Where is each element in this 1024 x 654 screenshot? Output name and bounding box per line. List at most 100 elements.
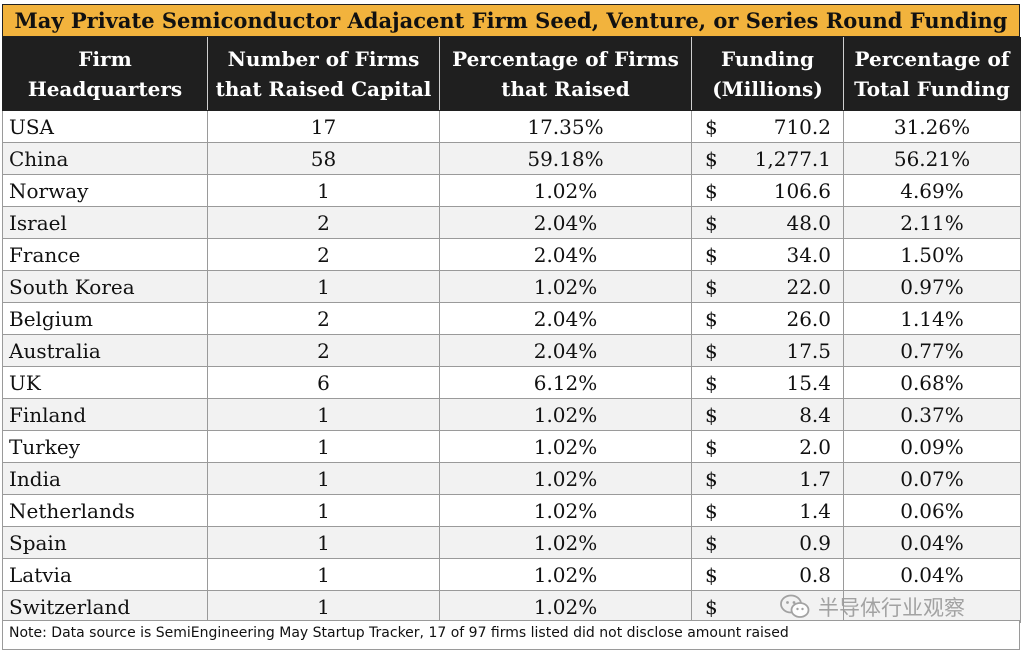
cell-funding: $0.8: [691, 558, 844, 591]
header-funding: Funding (Millions): [691, 37, 844, 111]
table-row: China 58 59.18% $1,277.1 56.21%: [2, 142, 1021, 175]
cell-percentage-of-firms: 1.02%: [439, 526, 692, 559]
header-firm-headquarters: Firm Headquarters: [2, 37, 208, 111]
cell-funding: $8.4: [691, 398, 844, 431]
cell-percentage-of-total-funding: 31.26%: [843, 110, 1021, 143]
table-row: Norway 1 1.02% $106.6 4.69%: [2, 174, 1021, 207]
header-line: that Raised Capital: [215, 77, 432, 101]
currency-symbol: $: [705, 339, 718, 363]
cell-percentage-of-firms: 6.12%: [439, 366, 692, 399]
cell-percentage-of-total-funding: 0.07%: [843, 462, 1021, 495]
cell-firm-count: 1: [207, 174, 440, 207]
funding-table: Firm Headquarters Number of Firms that R…: [2, 37, 1021, 623]
cell-country: France: [2, 238, 208, 271]
cell-funding: $710.2: [691, 110, 844, 143]
cell-country: USA: [2, 110, 208, 143]
cell-percentage-of-firms: 1.02%: [439, 430, 692, 463]
table-body: USA 17 17.35% $710.2 31.26% China 58 59.18% $1,2…: [2, 110, 1021, 623]
funding-amount: 1.7: [799, 467, 831, 491]
cell-percentage-of-firms: 2.04%: [439, 334, 692, 367]
cell-percentage-of-firms: 17.35%: [439, 110, 692, 143]
cell-country: Israel: [2, 206, 208, 239]
cell-firm-count: 58: [207, 142, 440, 175]
cell-country: Turkey: [2, 430, 208, 463]
table-row: Latvia 1 1.02% $0.8 0.04%: [2, 558, 1021, 591]
cell-percentage-of-total-funding: 0.04%: [843, 558, 1021, 591]
currency-symbol: $: [705, 595, 718, 619]
cell-firm-count: 1: [207, 526, 440, 559]
funding-amount: 1.4: [799, 499, 831, 523]
cell-firm-count: 2: [207, 334, 440, 367]
funding-amount: 48.0: [786, 211, 831, 235]
currency-symbol: $: [705, 435, 718, 459]
table-row: South Korea 1 1.02% $22.0 0.97%: [2, 270, 1021, 303]
wechat-icon: [780, 594, 810, 618]
currency-symbol: $: [705, 243, 718, 267]
cell-firm-count: 1: [207, 462, 440, 495]
table-row: Spain 1 1.02% $0.9 0.04%: [2, 526, 1021, 559]
cell-percentage-of-firms: 2.04%: [439, 238, 692, 271]
cell-firm-count: 1: [207, 398, 440, 431]
cell-firm-count: 1: [207, 270, 440, 303]
cell-percentage-of-total-funding: 0.04%: [843, 526, 1021, 559]
cell-percentage-of-firms: 1.02%: [439, 398, 692, 431]
cell-funding: $0.9: [691, 526, 844, 559]
currency-symbol: $: [705, 307, 718, 331]
currency-symbol: $: [705, 115, 718, 139]
cell-funding: $26.0: [691, 302, 844, 335]
table-row: UK 6 6.12% $15.4 0.68%: [2, 366, 1021, 399]
cell-percentage-of-firms: 1.02%: [439, 174, 692, 207]
cell-country: India: [2, 462, 208, 495]
cell-percentage-of-total-funding: 0.77%: [843, 334, 1021, 367]
cell-funding: $34.0: [691, 238, 844, 271]
cell-percentage-of-firms: 1.02%: [439, 462, 692, 495]
cell-firm-count: 1: [207, 430, 440, 463]
header-number-of-firms: Number of Firms that Raised Capital: [207, 37, 440, 111]
cell-firm-count: 17: [207, 110, 440, 143]
table-row: Netherlands 1 1.02% $1.4 0.06%: [2, 494, 1021, 527]
currency-symbol: $: [705, 275, 718, 299]
cell-firm-count: 6: [207, 366, 440, 399]
header-row: Firm Headquarters Number of Firms that R…: [2, 37, 1021, 111]
cell-percentage-of-total-funding: 0.06%: [843, 494, 1021, 527]
cell-firm-count: 2: [207, 302, 440, 335]
currency-symbol: $: [705, 403, 718, 427]
cell-firm-count: 2: [207, 206, 440, 239]
cell-firm-count: 1: [207, 590, 440, 623]
funding-amount: 15.4: [786, 371, 831, 395]
cell-percentage-of-firms: 1.02%: [439, 270, 692, 303]
cell-percentage-of-firms: 2.04%: [439, 302, 692, 335]
table-title: May Private Semiconductor Adajacent Firm…: [2, 4, 1020, 37]
cell-percentage-of-total-funding: 2.11%: [843, 206, 1021, 239]
cell-funding: $15.4: [691, 366, 844, 399]
cell-percentage-of-total-funding: 0.97%: [843, 270, 1021, 303]
cell-firm-count: 2: [207, 238, 440, 271]
cell-country: South Korea: [2, 270, 208, 303]
cell-funding: $1.7: [691, 462, 844, 495]
table-row: India 1 1.02% $1.7 0.07%: [2, 462, 1021, 495]
funding-amount: 106.6: [773, 179, 831, 203]
header-line: Firm: [78, 47, 132, 71]
funding-amount: 34.0: [786, 243, 831, 267]
funding-amount: 2.0: [799, 435, 831, 459]
source-note: Note: Data source is SemiEngineering May…: [2, 620, 1020, 650]
watermark-text: 半导体行业观察: [818, 596, 965, 620]
table-row: Turkey 1 1.02% $2.0 0.09%: [2, 430, 1021, 463]
cell-country: Netherlands: [2, 494, 208, 527]
table-row: France 2 2.04% $34.0 1.50%: [2, 238, 1021, 271]
funding-amount: 22.0: [786, 275, 831, 299]
funding-amount: 1,277.1: [754, 147, 831, 171]
cell-percentage-of-firms: 2.04%: [439, 206, 692, 239]
header-line: (Millions): [712, 77, 823, 101]
currency-symbol: $: [705, 179, 718, 203]
cell-percentage-of-total-funding: 0.37%: [843, 398, 1021, 431]
table-row: Australia 2 2.04% $17.5 0.77%: [2, 334, 1021, 367]
cell-percentage-of-total-funding: 0.09%: [843, 430, 1021, 463]
cell-country: Finland: [2, 398, 208, 431]
cell-percentage-of-firms: 1.02%: [439, 558, 692, 591]
header-percentage-of-total-funding: Percentage of Total Funding: [843, 37, 1021, 111]
cell-funding: $17.5: [691, 334, 844, 367]
cell-funding: $22.0: [691, 270, 844, 303]
cell-percentage-of-total-funding: 1.14%: [843, 302, 1021, 335]
funding-amount: 710.2: [773, 115, 831, 139]
